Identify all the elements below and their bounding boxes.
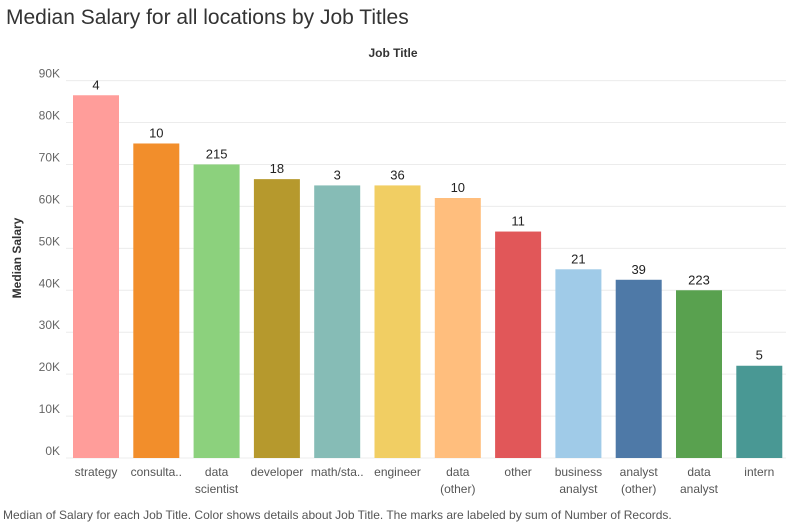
bar-value-label: 36 — [390, 167, 404, 182]
y-axis-ticks: 0K 10K 20K 30K 40K 50K 60K 70K 80K 90K — [39, 67, 60, 458]
category-label: data — [205, 465, 229, 479]
bar-value-label: 10 — [149, 125, 163, 140]
category-label: analyst — [559, 482, 598, 496]
category-label: data — [446, 465, 470, 479]
bar[interactable] — [615, 279, 662, 458]
category-label: data — [687, 465, 711, 479]
bar-value-label: 11 — [511, 214, 525, 229]
category-label: consulta.. — [131, 465, 182, 479]
category-label: analyst — [620, 465, 659, 479]
category-labels: strategy consulta.. data scientist developer… — [75, 465, 775, 496]
y-tick-label: 10K — [39, 402, 60, 416]
bar-value-label: 21 — [571, 251, 585, 266]
bar[interactable] — [314, 185, 361, 458]
bar[interactable] — [133, 143, 180, 458]
bar[interactable] — [495, 231, 542, 458]
category-label: math/sta.. — [311, 465, 364, 479]
category-label: strategy — [75, 465, 118, 479]
category-label: engineer — [374, 465, 421, 479]
bar[interactable] — [434, 198, 481, 458]
bar-value-label: 3 — [334, 167, 341, 182]
gridlines — [66, 80, 786, 459]
bar-value-label: 18 — [270, 161, 284, 176]
y-tick-label: 70K — [39, 150, 60, 164]
chart-caption: Median of Salary for each Job Title. Col… — [3, 508, 672, 522]
category-label: developer — [251, 465, 304, 479]
bar-value-label: 4 — [92, 77, 99, 92]
bar[interactable] — [73, 95, 119, 459]
value-labels: 4 10 215 18 3 36 10 11 21 39 223 5 — [92, 77, 763, 362]
category-label: (other) — [440, 482, 475, 496]
column-header: Job Title — [368, 46, 418, 60]
y-tick-label: 40K — [39, 276, 60, 290]
bar[interactable] — [253, 179, 300, 458]
bar[interactable] — [374, 185, 421, 458]
y-tick-label: 60K — [39, 192, 60, 206]
category-label: other — [504, 465, 531, 479]
bar-value-label: 39 — [631, 262, 645, 277]
category-label: scientist — [195, 482, 239, 496]
category-label: business — [555, 465, 602, 479]
y-tick-label: 20K — [39, 360, 60, 374]
category-label: intern — [744, 465, 774, 479]
category-label: (other) — [621, 482, 656, 496]
bar-value-label: 10 — [451, 180, 465, 195]
bar[interactable] — [736, 365, 783, 458]
y-tick-label: 90K — [39, 67, 60, 81]
bar-value-label: 223 — [688, 272, 710, 287]
category-label: analyst — [680, 482, 719, 496]
bar-value-label: 5 — [756, 348, 763, 363]
chart-title: Median Salary for all locations by Job T… — [6, 6, 409, 29]
y-tick-label: 0K — [45, 444, 60, 458]
y-tick-label: 30K — [39, 318, 60, 332]
bar-value-label: 215 — [206, 146, 228, 161]
bar[interactable] — [555, 269, 602, 458]
y-tick-label: 80K — [39, 109, 60, 123]
bar[interactable] — [193, 164, 240, 459]
y-tick-label: 50K — [39, 234, 60, 248]
bar[interactable] — [676, 290, 722, 458]
bars — [73, 95, 783, 459]
